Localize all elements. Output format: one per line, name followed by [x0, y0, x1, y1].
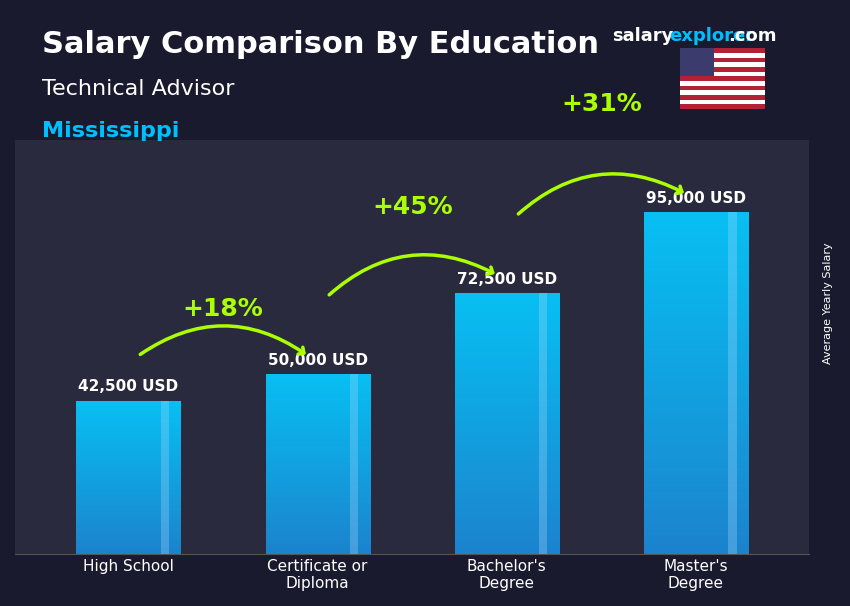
Bar: [161, 401, 169, 554]
Text: Salary Comparison By Education: Salary Comparison By Education: [42, 30, 599, 59]
Text: +45%: +45%: [372, 195, 452, 219]
Bar: [680, 104, 765, 109]
Bar: [539, 293, 547, 554]
Bar: [680, 67, 765, 72]
Bar: [680, 48, 714, 76]
Bar: [680, 90, 765, 95]
Text: salary: salary: [612, 27, 673, 45]
Text: Average Yearly Salary: Average Yearly Salary: [823, 242, 833, 364]
Bar: [680, 53, 765, 58]
Text: 95,000 USD: 95,000 USD: [646, 191, 746, 205]
Text: 50,000 USD: 50,000 USD: [268, 353, 368, 367]
Text: Mississippi: Mississippi: [42, 121, 180, 141]
Bar: [680, 72, 765, 76]
Text: Technical Advisor: Technical Advisor: [42, 79, 235, 99]
Bar: [728, 212, 737, 554]
Text: .com: .com: [728, 27, 777, 45]
Text: +18%: +18%: [183, 298, 264, 321]
Bar: [680, 100, 765, 104]
Bar: [680, 58, 765, 62]
Bar: [680, 62, 765, 67]
Bar: [680, 48, 765, 53]
Bar: [350, 374, 358, 554]
Bar: [680, 81, 765, 86]
Bar: [680, 86, 765, 90]
Text: 42,500 USD: 42,500 USD: [78, 379, 178, 395]
Bar: [680, 95, 765, 100]
Text: +31%: +31%: [561, 92, 642, 116]
Text: explorer: explorer: [669, 27, 754, 45]
Text: 72,500 USD: 72,500 USD: [456, 271, 557, 287]
Bar: [680, 76, 765, 81]
